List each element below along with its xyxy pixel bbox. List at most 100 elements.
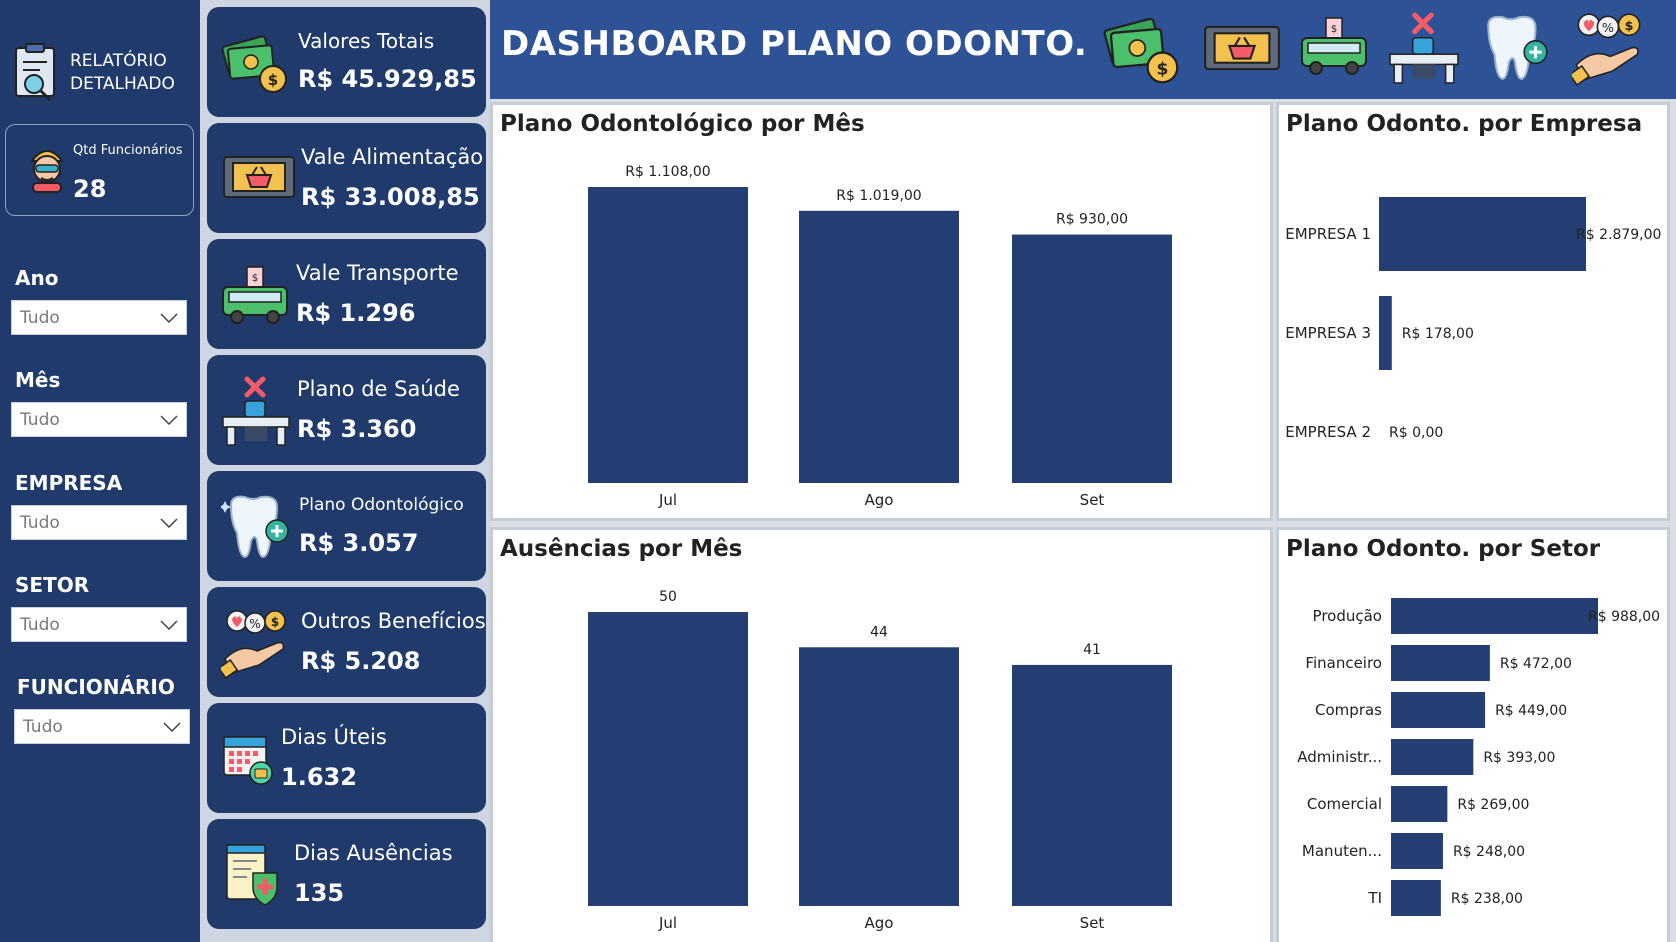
data-label: R$ 2.879,00 — [1576, 227, 1661, 243]
y-tick-label: EMPRESA 2 — [1285, 423, 1371, 441]
employee-count-value: 28 — [73, 175, 107, 203]
filter-sector-select[interactable]: Tudo — [11, 607, 187, 642]
y-tick-label: Administr... — [1297, 748, 1382, 766]
x-tick-label: Jul — [658, 491, 677, 509]
chart-title: Ausências por Mês — [500, 536, 743, 562]
bar — [588, 612, 748, 906]
x-tick-label: Ago — [865, 491, 894, 509]
data-label: R$ 1.108,00 — [625, 164, 710, 180]
filter-year-select[interactable]: Tudo — [11, 300, 187, 335]
y-tick-label: Manuten... — [1302, 842, 1382, 860]
filter-company-value: Tudo — [20, 512, 60, 533]
bar — [1391, 833, 1443, 869]
x-tick-label: Set — [1080, 491, 1105, 509]
kpi-absence-days-value: 135 — [294, 879, 345, 907]
kpi-total-value: R$ 45.929,85 — [298, 65, 477, 93]
chart-title: Plano Odonto. por Setor — [1286, 536, 1601, 562]
tooth-icon — [219, 493, 295, 565]
chart-title: Plano Odonto. por Empresa — [1286, 111, 1643, 137]
chevron-down-icon — [160, 615, 178, 635]
filter-month-value: Tudo — [20, 409, 60, 430]
chart-absences-by-month: Ausências por Mês 50 Jul 44 Ago 41 Set — [490, 527, 1273, 942]
svg-text:$: $ — [1331, 24, 1337, 35]
kpi-working-days-value: 1.632 — [281, 763, 357, 791]
data-label: R$ 269,00 — [1457, 797, 1529, 813]
kpi-card-working-days: Dias Úteis 1.632 — [207, 703, 486, 813]
kpi-card-absence-days: Dias Ausências 135 — [207, 819, 486, 929]
bar — [1379, 296, 1392, 370]
chart-title: Plano Odontológico por Mês — [500, 111, 865, 137]
data-label: R$ 248,00 — [1453, 844, 1525, 860]
svg-text:$: $ — [268, 71, 278, 89]
kpi-column: $ Valores Totais R$ 45.929,85 Vale Alime… — [200, 0, 490, 942]
money-stack-icon: $ — [1102, 8, 1184, 92]
chart-absences-by-month-svg: 50 Jul 44 Ago 41 Set — [588, 589, 1172, 932]
svg-text:%: % — [1602, 20, 1614, 35]
filter-company-label: EMPRESA — [15, 471, 123, 495]
bar — [1012, 664, 1172, 906]
y-tick-label: Compras — [1315, 701, 1382, 719]
detailed-report-link[interactable]: RELATÓRIO DETALHADO — [10, 40, 190, 106]
filter-year-value: Tudo — [20, 307, 60, 328]
filter-month-label: Mês — [15, 368, 61, 392]
kpi-card-transport-voucher: $ Vale Transporte R$ 1.296 — [207, 239, 486, 349]
health-desk-icon — [1388, 8, 1460, 92]
bar — [1391, 598, 1598, 634]
chart-dental-by-company-svg: EMPRESA 1 R$ 2.879,00 EMPRESA 3 R$ 178,00 EM… — [1285, 197, 1661, 441]
chart-dental-by-sector-svg: Produção R$ 988,00 Financeiro R$ 472,00 Comp… — [1297, 598, 1660, 916]
dashboard-header: DASHBOARD PLANO ODONTO. $ $ — [490, 0, 1676, 99]
svg-text:$: $ — [1625, 18, 1634, 33]
kpi-card-food-voucher: Vale Alimentação R$ 33.008,85 — [207, 123, 486, 233]
chart-dental-by-sector: Plano Odonto. por Setor Produção R$ 988,0… — [1276, 527, 1670, 942]
hand-benefits-icon: % $ — [1568, 8, 1646, 92]
kpi-health-plan-label: Plano de Saúde — [297, 377, 460, 401]
kpi-food-voucher-label: Vale Alimentação — [301, 145, 484, 169]
data-label: R$ 238,00 — [1451, 891, 1523, 907]
x-tick-label: Ago — [865, 914, 894, 932]
y-tick-label: EMPRESA 3 — [1285, 324, 1371, 342]
employee-avatar-icon — [24, 141, 70, 197]
data-label: R$ 393,00 — [1483, 750, 1555, 766]
data-label: R$ 988,00 — [1588, 609, 1660, 625]
filter-sector-label: SETOR — [15, 573, 90, 597]
employee-count-card: Qtd Funcionários 28 — [5, 124, 194, 216]
kpi-absence-days-label: Dias Ausências — [294, 841, 453, 865]
clipboard-shield-icon — [221, 841, 283, 911]
data-label: R$ 449,00 — [1495, 703, 1567, 719]
y-tick-label: Comercial — [1307, 795, 1382, 813]
page-title: DASHBOARD PLANO ODONTO. — [501, 24, 1088, 64]
y-tick-label: Produção — [1313, 607, 1382, 625]
bar — [1012, 234, 1172, 483]
chevron-down-icon — [160, 513, 178, 533]
svg-text:$: $ — [252, 273, 258, 284]
kpi-card-other-benefits: % $ Outros Benefícios R$ 5.208 — [207, 587, 486, 697]
kpi-card-health-plan: Plano de Saúde R$ 3.360 — [207, 355, 486, 465]
kpi-other-benefits-value: R$ 5.208 — [301, 647, 421, 675]
data-label: R$ 0,00 — [1389, 425, 1443, 441]
health-desk-icon — [221, 375, 291, 451]
x-tick-label: Jul — [658, 914, 677, 932]
chevron-down-icon — [163, 717, 181, 737]
chart-dental-by-month-svg: R$ 1.108,00 Jul R$ 1.019,00 Ago R$ 930,00 Set — [588, 164, 1172, 509]
kpi-other-benefits-label: Outros Benefícios — [301, 609, 486, 633]
filter-company-select[interactable]: Tudo — [11, 505, 187, 540]
bar — [588, 187, 748, 483]
svg-text:$: $ — [1156, 59, 1168, 79]
data-label: R$ 178,00 — [1402, 326, 1474, 342]
data-label: R$ 472,00 — [1500, 656, 1572, 672]
bar — [1391, 739, 1474, 775]
bar — [1391, 786, 1448, 822]
report-clipboard-icon — [10, 40, 62, 106]
bar — [1391, 692, 1486, 728]
filter-month-select[interactable]: Tudo — [11, 402, 187, 437]
bar — [1379, 197, 1586, 271]
kpi-total-label: Valores Totais — [298, 29, 435, 53]
data-label: 44 — [870, 624, 888, 640]
data-label: 41 — [1083, 642, 1101, 658]
bar — [1391, 645, 1490, 681]
svg-text:%: % — [249, 617, 260, 631]
bar — [1391, 880, 1441, 916]
filter-sector-value: Tudo — [20, 614, 60, 635]
sidebar: RELATÓRIO DETALHADO Qtd Funcionários 28 … — [0, 0, 200, 942]
filter-employee-select[interactable]: Tudo — [14, 709, 190, 744]
